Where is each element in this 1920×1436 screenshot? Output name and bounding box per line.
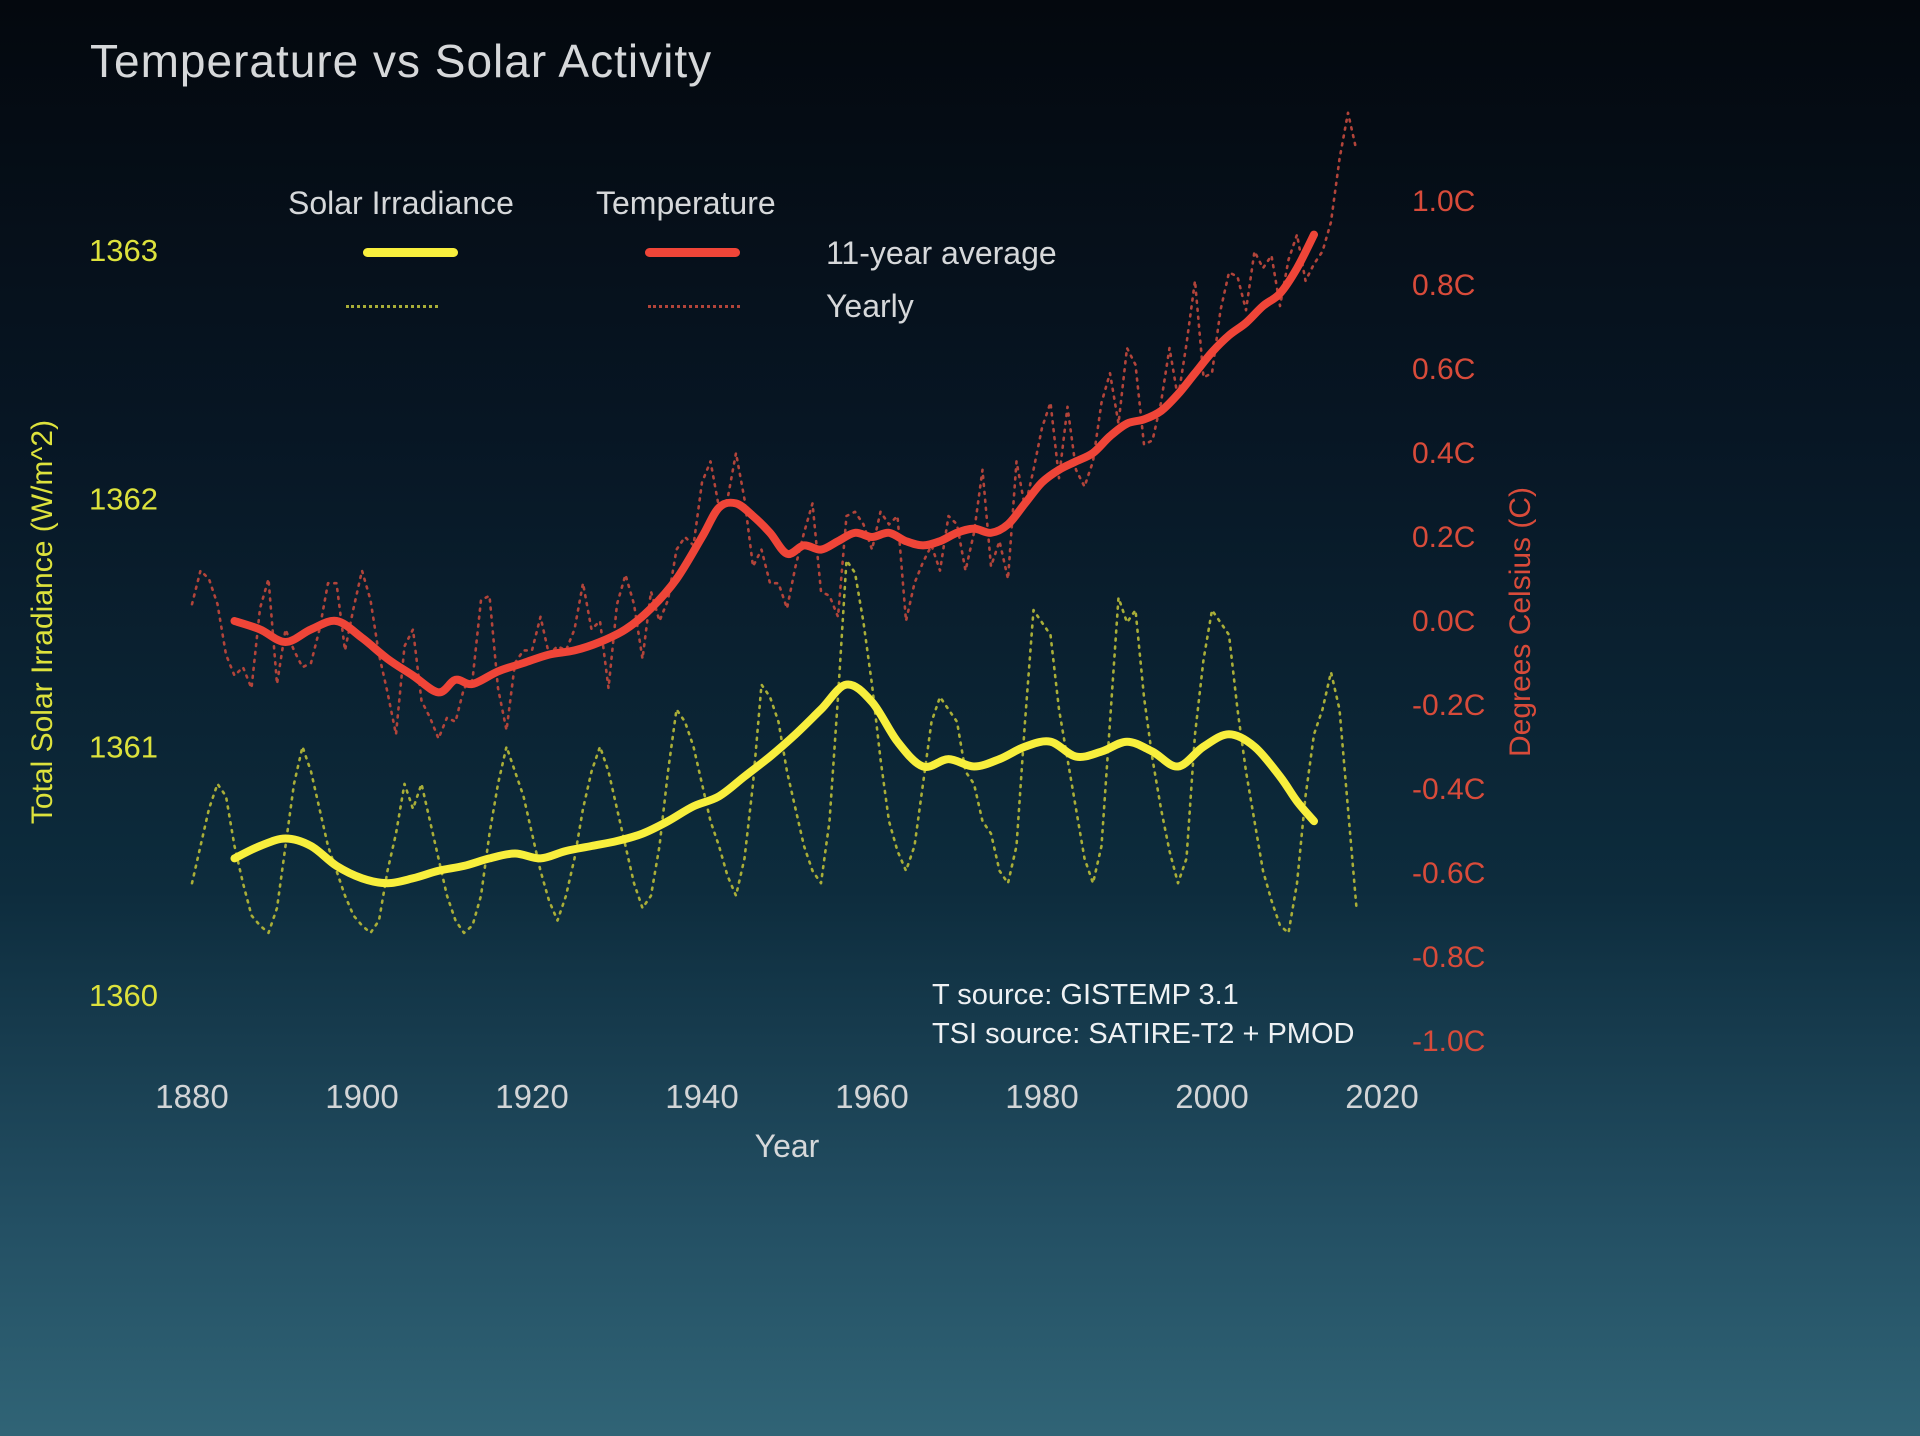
legend-swatch-temperature-dotted [648, 305, 740, 308]
legend-header-temperature: Temperature [596, 185, 776, 221]
x-tick-1980: 1980 [1005, 1078, 1078, 1115]
right-tick-0-6c: -0.6C [1412, 857, 1485, 890]
right-tick-0-2c: 0.2C [1412, 521, 1475, 554]
right-tick-0-8c: -0.8C [1412, 941, 1485, 974]
source-tsi: TSI source: SATIRE-T2 + PMOD [932, 1018, 1355, 1050]
left-axis-title: Total Solar Irradiance (W/m^2) [26, 420, 59, 824]
page-title: Temperature vs Solar Activity [90, 35, 713, 87]
legend-swatch-solar-dotted [346, 305, 438, 308]
source-temperature: T source: GISTEMP 3.1 [932, 979, 1239, 1011]
right-tick-0-4c: -0.4C [1412, 773, 1485, 806]
chart-lines [190, 111, 1358, 935]
x-axis-label: Year [754, 1128, 820, 1164]
left-tick-1363: 1363 [89, 233, 158, 268]
x-tick-1920: 1920 [495, 1078, 568, 1115]
left-tick-1360: 1360 [89, 978, 158, 1013]
legend-label-yearly: Yearly [826, 288, 914, 324]
right-axis-title: Degrees Celsius (C) [1504, 487, 1537, 757]
x-tick-1880: 1880 [155, 1078, 228, 1115]
legend-swatch-solar-solid [363, 248, 458, 257]
right-tick-1-0c: 1.0C [1412, 185, 1475, 218]
x-tick-2020: 2020 [1345, 1078, 1418, 1115]
series-temperature-yearly [190, 111, 1358, 740]
series-solar-irradiance-yearly [190, 559, 1358, 935]
right-tick-0-0c: 0.0C [1412, 605, 1475, 638]
left-tick-1362: 1362 [89, 481, 158, 516]
legend-label-11-year-average: 11-year average [826, 235, 1057, 271]
right-tick-0-6c: 0.6C [1412, 353, 1475, 386]
x-tick-2000: 2000 [1175, 1078, 1248, 1115]
legend-swatch-temperature-solid [645, 248, 740, 257]
right-tick-0-2c: -0.2C [1412, 689, 1485, 722]
x-tick-1940: 1940 [665, 1078, 738, 1115]
right-tick-0-4c: 0.4C [1412, 437, 1475, 470]
series-solar-irradiance-11-year-average [230, 680, 1318, 888]
x-tick-1900: 1900 [325, 1078, 398, 1115]
right-tick-1-0c: -1.0C [1412, 1025, 1485, 1058]
chart-ticks: 1880 1900 1920 1940 1960 1980 2000 2020 1363 1362… [89, 185, 1485, 1115]
legend-header-solar-irradiance: Solar Irradiance [288, 185, 514, 221]
series-temperature-11-year-average [230, 230, 1318, 697]
source-annotations: T source: GISTEMP 3.1 TSI source: SATIRE… [932, 976, 1354, 1054]
right-tick-0-8c: 0.8C [1412, 269, 1475, 302]
left-tick-1361: 1361 [89, 730, 158, 765]
x-tick-1960: 1960 [835, 1078, 908, 1115]
